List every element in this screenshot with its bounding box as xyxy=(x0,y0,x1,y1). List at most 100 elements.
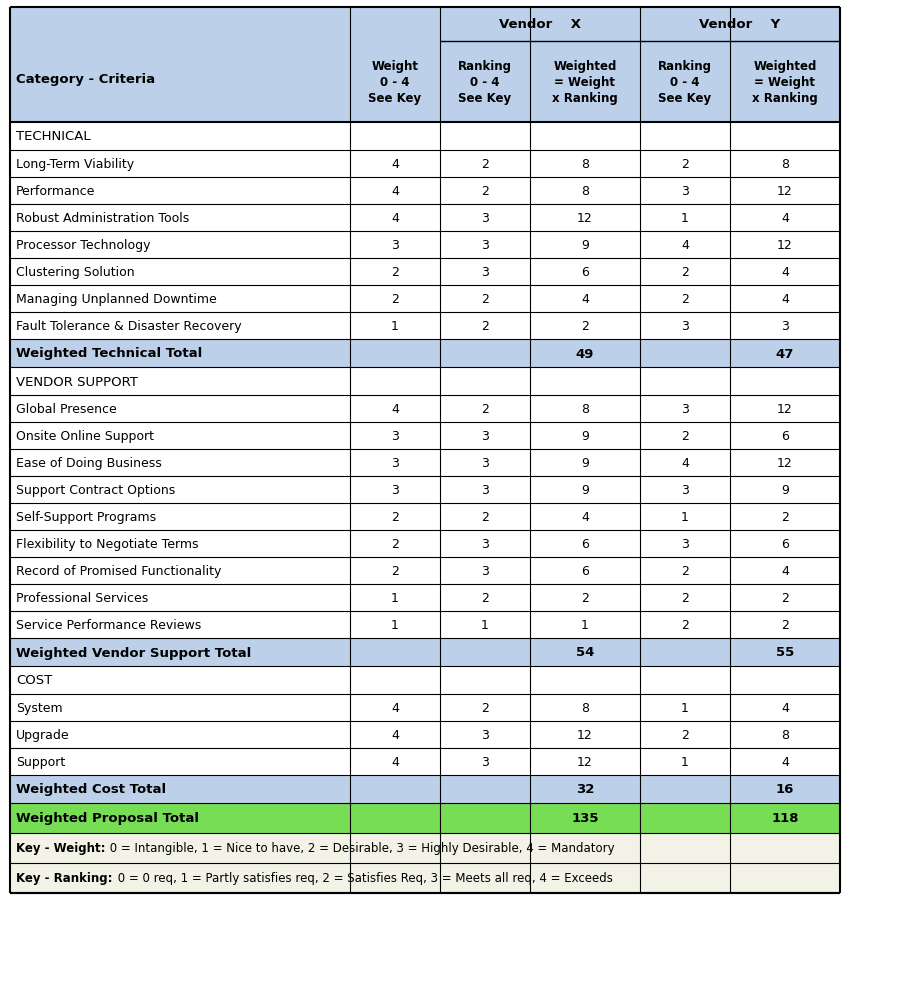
Bar xyxy=(10,612,350,638)
Text: 2: 2 xyxy=(481,592,489,605)
Bar xyxy=(730,286,840,313)
Bar xyxy=(10,422,350,449)
Text: Ranking
0 - 4
See Key: Ranking 0 - 4 See Key xyxy=(658,60,712,105)
Bar xyxy=(440,666,530,694)
Bar xyxy=(530,8,640,123)
Bar xyxy=(440,286,530,313)
Bar xyxy=(730,476,840,504)
Bar xyxy=(640,286,730,313)
Bar xyxy=(440,748,530,775)
Text: 1: 1 xyxy=(681,511,689,524)
Bar xyxy=(640,178,730,205)
Bar xyxy=(350,123,440,150)
Bar xyxy=(350,368,440,395)
Bar xyxy=(640,123,730,150)
Bar xyxy=(10,775,350,803)
Bar xyxy=(730,178,840,205)
Bar xyxy=(640,340,730,368)
Text: 2: 2 xyxy=(681,619,689,631)
Bar xyxy=(350,694,440,721)
Text: Processor Technology: Processor Technology xyxy=(16,239,151,252)
Text: 3: 3 xyxy=(481,429,489,442)
Bar xyxy=(440,558,530,585)
Text: 1: 1 xyxy=(481,619,489,631)
Bar xyxy=(730,694,840,721)
Bar xyxy=(530,504,640,531)
Text: 3: 3 xyxy=(481,755,489,768)
Text: Category - Criteria: Category - Criteria xyxy=(16,73,155,85)
Bar xyxy=(350,422,440,449)
Text: Record of Promised Functionality: Record of Promised Functionality xyxy=(16,565,222,578)
Bar xyxy=(640,313,730,340)
Text: Fault Tolerance & Disaster Recovery: Fault Tolerance & Disaster Recovery xyxy=(16,320,242,333)
Text: 9: 9 xyxy=(581,456,589,469)
Text: 135: 135 xyxy=(571,811,598,824)
Bar xyxy=(350,585,440,612)
Text: 4: 4 xyxy=(391,185,399,198)
Bar xyxy=(730,395,840,422)
Text: 2: 2 xyxy=(481,185,489,198)
Bar xyxy=(640,775,730,803)
Text: 3: 3 xyxy=(481,728,489,741)
Text: 2: 2 xyxy=(481,157,489,171)
Bar xyxy=(730,666,840,694)
Text: 2: 2 xyxy=(481,293,489,306)
Text: 3: 3 xyxy=(391,429,399,442)
Bar xyxy=(350,803,440,833)
Bar xyxy=(10,748,350,775)
Bar xyxy=(730,340,840,368)
Bar xyxy=(530,638,640,666)
Bar xyxy=(640,531,730,558)
Text: 6: 6 xyxy=(781,538,789,551)
Bar xyxy=(730,803,840,833)
Text: Robust Administration Tools: Robust Administration Tools xyxy=(16,212,189,225)
Text: Vendor    Y: Vendor Y xyxy=(699,18,781,31)
Bar xyxy=(440,694,530,721)
Text: 2: 2 xyxy=(781,511,789,524)
Bar xyxy=(530,205,640,232)
Bar xyxy=(530,833,640,864)
Bar xyxy=(10,123,350,150)
Bar xyxy=(530,123,640,150)
Bar xyxy=(440,178,530,205)
Bar xyxy=(730,313,840,340)
Bar xyxy=(440,422,530,449)
Text: 4: 4 xyxy=(391,755,399,768)
Text: 8: 8 xyxy=(781,728,789,741)
Bar xyxy=(640,368,730,395)
Bar xyxy=(350,286,440,313)
Bar xyxy=(530,395,640,422)
Text: 2: 2 xyxy=(781,619,789,631)
Bar xyxy=(530,150,640,178)
Text: 3: 3 xyxy=(681,320,689,333)
Text: 3: 3 xyxy=(391,456,399,469)
Bar xyxy=(640,476,730,504)
Bar xyxy=(640,864,730,893)
Bar xyxy=(530,803,640,833)
Text: 6: 6 xyxy=(581,266,589,279)
Bar xyxy=(640,666,730,694)
Bar xyxy=(440,612,530,638)
Text: 2: 2 xyxy=(581,320,589,333)
Text: 6: 6 xyxy=(781,429,789,442)
Text: 47: 47 xyxy=(775,347,794,360)
Bar xyxy=(10,232,350,259)
Bar xyxy=(350,775,440,803)
Bar xyxy=(730,721,840,748)
Bar xyxy=(530,476,640,504)
Bar xyxy=(730,422,840,449)
Text: 4: 4 xyxy=(581,293,589,306)
Text: 2: 2 xyxy=(391,565,399,578)
Bar xyxy=(730,504,840,531)
Bar xyxy=(10,259,350,286)
Text: Vendor    X: Vendor X xyxy=(499,18,581,31)
Text: Key - Weight:: Key - Weight: xyxy=(16,842,105,855)
Text: 2: 2 xyxy=(681,429,689,442)
Bar xyxy=(730,232,840,259)
Text: 3: 3 xyxy=(681,402,689,415)
Bar xyxy=(440,449,530,476)
Text: Ease of Doing Business: Ease of Doing Business xyxy=(16,456,162,469)
Bar xyxy=(730,585,840,612)
Bar xyxy=(440,205,530,232)
Bar xyxy=(440,8,530,123)
